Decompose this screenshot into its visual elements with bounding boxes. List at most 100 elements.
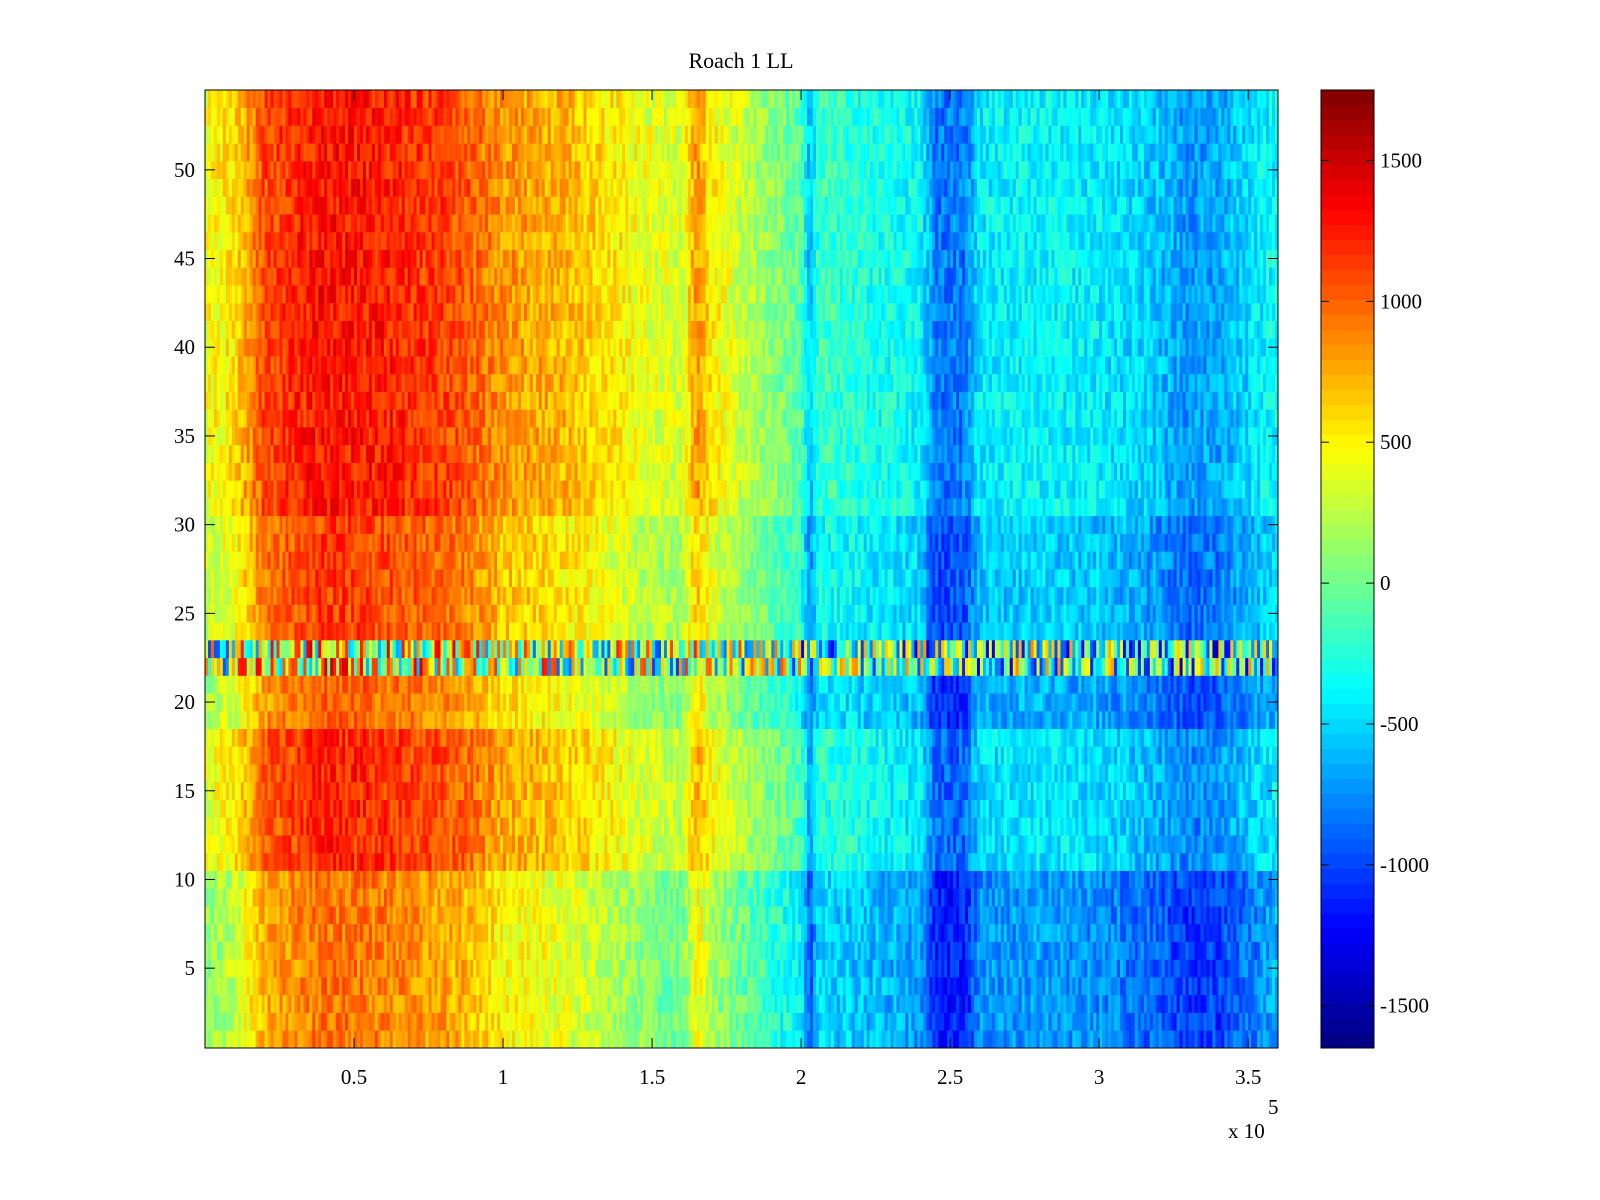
heatmap-cell [687, 1030, 692, 1049]
heatmap-cell [1018, 1012, 1023, 1031]
heatmap-cell [1167, 977, 1172, 996]
heatmap-cell [1030, 941, 1034, 960]
heatmap-cell [231, 941, 236, 960]
heatmap-cell [649, 994, 653, 1013]
heatmap-cell [1170, 941, 1175, 960]
heatmap-cell [1087, 852, 1091, 871]
heatmap-cell [565, 799, 569, 818]
heatmap-cell [553, 959, 558, 978]
heatmap-cell [1155, 994, 1160, 1013]
heatmap-cell [303, 923, 307, 942]
heatmap-cell [461, 817, 465, 836]
heatmap-cell [890, 959, 894, 978]
heatmap-cell [1227, 835, 1231, 854]
heatmap-cell [386, 835, 391, 854]
heatmap-cell [1230, 852, 1234, 871]
heatmap-cell [446, 923, 450, 942]
heatmap-cell [1191, 870, 1195, 889]
heatmap-cell [816, 1030, 820, 1049]
heatmap-cell [357, 852, 361, 871]
heatmap-cell [1096, 835, 1100, 854]
heatmap-cell [559, 870, 564, 889]
heatmap-cell [979, 888, 984, 907]
heatmap-cell [848, 906, 853, 925]
heatmap-cell [509, 852, 513, 871]
heatmap-cell [747, 817, 751, 836]
heatmap-cell [884, 799, 888, 818]
heatmap-cell [917, 1030, 921, 1049]
heatmap-cell [1206, 852, 1210, 871]
heatmap-cell [771, 959, 775, 978]
heatmap-cell [1206, 1030, 1210, 1049]
heatmap-cell [1128, 835, 1133, 854]
heatmap-cell [899, 977, 903, 996]
heatmap-cell [1203, 1030, 1207, 1049]
heatmap-cell [830, 817, 835, 836]
heatmap-cell [1263, 994, 1267, 1013]
heatmap-cell [628, 799, 632, 818]
heatmap-cell [935, 994, 939, 1013]
heatmap-cell [1245, 941, 1249, 960]
heatmap-cell [240, 959, 245, 978]
heatmap-cell [1003, 835, 1008, 854]
heatmap-cell [914, 870, 918, 889]
heatmap-cell [440, 959, 444, 978]
heatmap-cell [330, 852, 334, 871]
heatmap-cell [327, 852, 331, 871]
heatmap-cell [1266, 835, 1270, 854]
heatmap-cell [258, 1012, 262, 1031]
heatmap-cell [532, 906, 537, 925]
heatmap-cell [720, 888, 724, 907]
heatmap-cell [1009, 994, 1014, 1013]
heatmap-cell [1036, 817, 1040, 836]
heatmap-cell [428, 923, 432, 942]
heatmap-cell [684, 817, 689, 836]
heatmap-cell [1227, 977, 1231, 996]
heatmap-cell [792, 923, 796, 942]
heatmap-cell [914, 799, 918, 818]
heatmap-cell [306, 994, 310, 1013]
heatmap-cell [228, 959, 233, 978]
heatmap-cell [476, 799, 480, 818]
heatmap-cell [225, 852, 230, 871]
heatmap-cell [672, 959, 677, 978]
heatmap-cell [532, 959, 537, 978]
heatmap-cell [342, 852, 346, 871]
heatmap-cell [687, 941, 692, 960]
heatmap-cell [434, 906, 438, 925]
heatmap-cell [327, 1012, 331, 1031]
heatmap-cell [863, 923, 868, 942]
heatmap-cell [735, 852, 739, 871]
heatmap-cell [1087, 1030, 1091, 1049]
heatmap-cell [1090, 888, 1094, 907]
heatmap-cell [810, 994, 814, 1013]
heatmap-cell [1024, 977, 1028, 996]
heatmap-cell [827, 941, 832, 960]
heatmap-cell [1257, 1012, 1261, 1031]
heatmap-cell [625, 870, 629, 889]
heatmap-cell [953, 906, 957, 925]
heatmap-cell [717, 870, 721, 889]
heatmap-cell [1006, 994, 1011, 1013]
heatmap-cell [836, 870, 841, 889]
heatmap-cell [1257, 959, 1261, 978]
heatmap-cell [1108, 977, 1112, 996]
heatmap-cell [258, 888, 262, 907]
heatmap-cell [1075, 923, 1079, 942]
heatmap-cell [267, 1012, 271, 1031]
heatmap-cell [1266, 941, 1270, 960]
heatmap-cell [1000, 1012, 1005, 1031]
heatmap-cell [631, 799, 635, 818]
heatmap-cell [1143, 1012, 1148, 1031]
heatmap-cell [267, 870, 271, 889]
heatmap-cell [583, 817, 587, 836]
heatmap-cell [1221, 923, 1225, 942]
heatmap-cell [398, 959, 403, 978]
heatmap-cell [669, 923, 674, 942]
heatmap-cell [818, 1030, 823, 1049]
heatmap-cell [923, 1012, 927, 1031]
heatmap-cell [476, 1012, 480, 1031]
heatmap-cell [923, 870, 927, 889]
heatmap-cell [723, 994, 727, 1013]
heatmap-cell [222, 959, 227, 978]
